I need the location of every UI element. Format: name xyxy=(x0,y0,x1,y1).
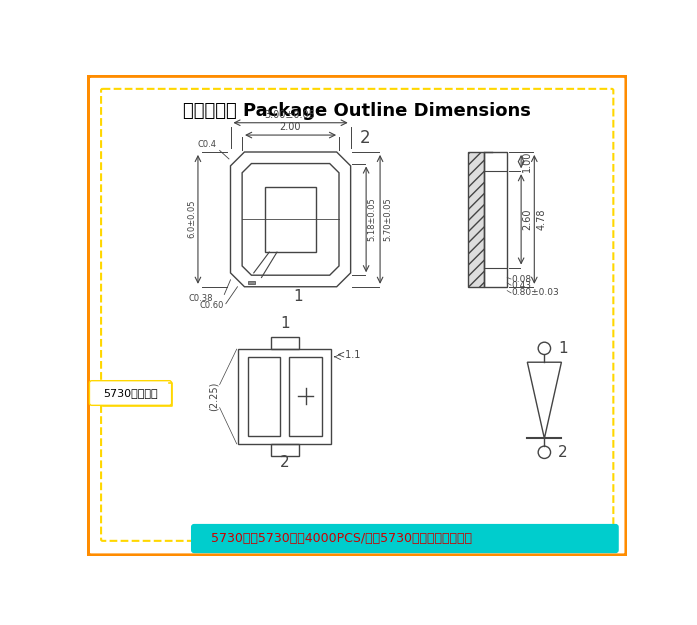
Text: 2: 2 xyxy=(558,445,568,460)
Text: (2.25): (2.25) xyxy=(208,381,218,411)
Text: C0.60: C0.60 xyxy=(200,301,224,310)
Bar xyxy=(484,152,507,287)
Text: 2.60: 2.60 xyxy=(522,208,533,230)
FancyBboxPatch shape xyxy=(89,381,171,406)
Bar xyxy=(271,444,299,456)
Bar xyxy=(266,187,316,252)
Text: 1: 1 xyxy=(293,289,302,304)
FancyBboxPatch shape xyxy=(101,89,613,541)
Text: 1.00: 1.00 xyxy=(522,151,533,172)
Text: 0.80±0.03: 0.80±0.03 xyxy=(511,288,559,298)
FancyBboxPatch shape xyxy=(88,76,627,556)
Text: 5730灯珠5730灯珠4000PCS/盘，5730灯珠尺寸如上图。: 5730灯珠5730灯珠4000PCS/盘，5730灯珠尺寸如上图。 xyxy=(211,532,472,545)
Text: 2.00: 2.00 xyxy=(279,122,301,132)
Text: 5730焊盘尺寸: 5730焊盘尺寸 xyxy=(103,388,158,398)
Text: 外型尺寸图 Package Outline Dimensions: 外型尺寸图 Package Outline Dimensions xyxy=(183,102,530,120)
Text: 4.78: 4.78 xyxy=(537,208,547,230)
Text: C0.38: C0.38 xyxy=(189,294,213,302)
Text: 0.08: 0.08 xyxy=(511,274,531,284)
Text: 0.43: 0.43 xyxy=(511,281,531,290)
Bar xyxy=(289,357,322,436)
Bar xyxy=(247,357,280,436)
Text: 5.18±0.05: 5.18±0.05 xyxy=(368,197,377,241)
Text: 3.00±0.05: 3.00±0.05 xyxy=(265,109,316,119)
Text: 6.0±0.05: 6.0±0.05 xyxy=(187,200,197,238)
Text: 2: 2 xyxy=(280,455,289,470)
Polygon shape xyxy=(247,281,255,284)
Bar xyxy=(468,152,484,287)
Text: 1: 1 xyxy=(558,341,568,356)
Text: 1: 1 xyxy=(280,316,289,331)
FancyBboxPatch shape xyxy=(191,524,619,553)
Text: 2: 2 xyxy=(359,129,370,147)
Text: C0.4: C0.4 xyxy=(197,140,217,149)
Text: 5.70±0.05: 5.70±0.05 xyxy=(383,197,392,241)
Bar xyxy=(271,337,299,349)
Bar xyxy=(238,349,331,444)
Text: <1.1: <1.1 xyxy=(337,350,361,360)
